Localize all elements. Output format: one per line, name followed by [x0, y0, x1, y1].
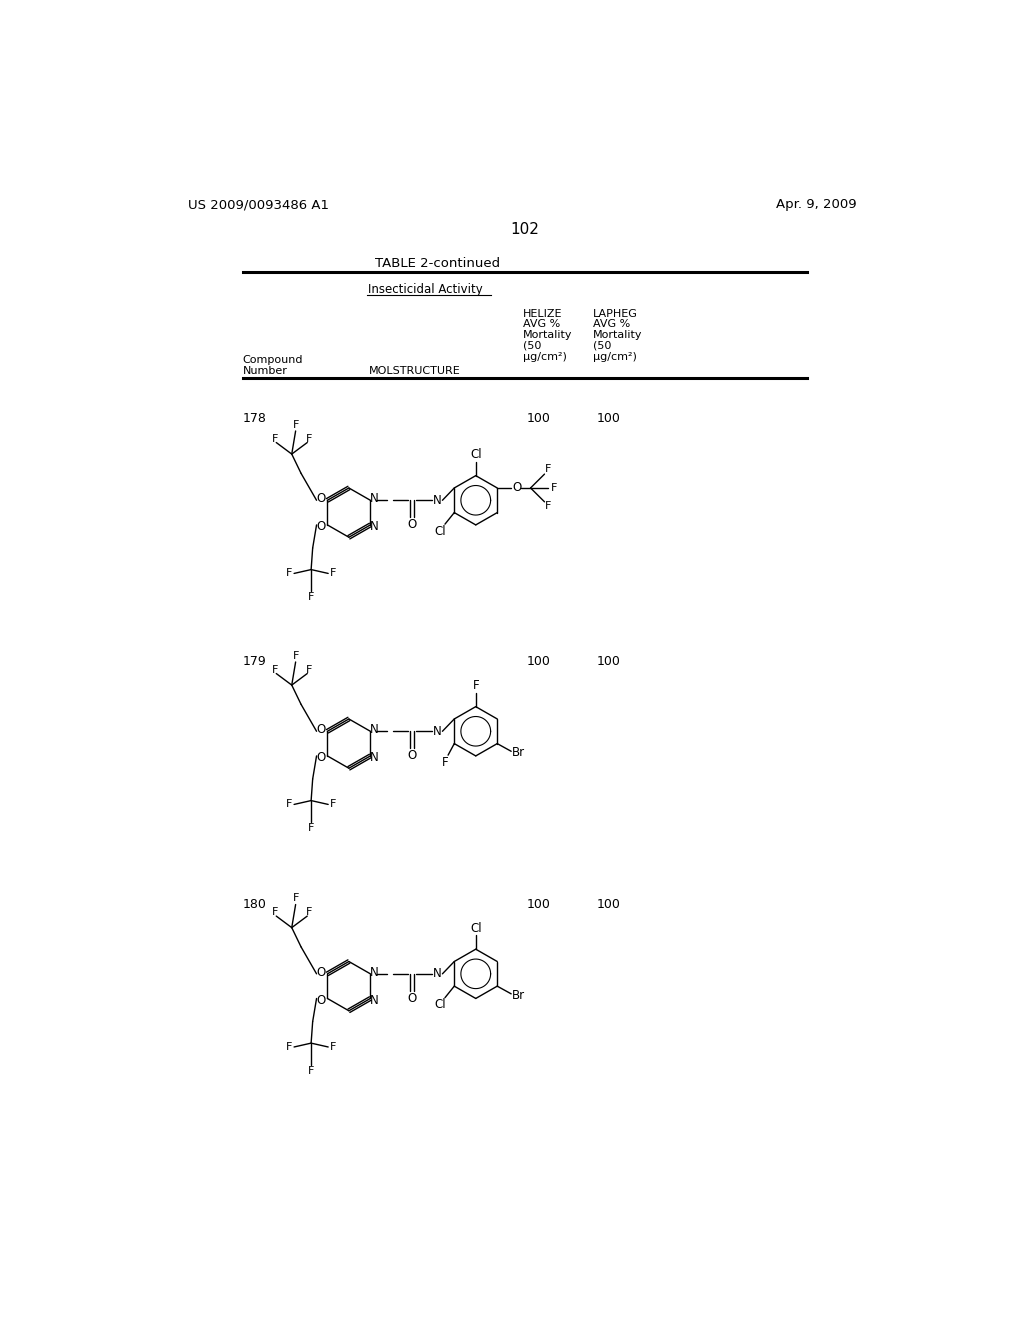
Text: F: F [551, 483, 557, 492]
Text: F: F [308, 1065, 314, 1076]
Text: N: N [432, 968, 441, 981]
Text: F: F [271, 907, 278, 917]
Text: F: F [287, 1041, 293, 1052]
Text: F: F [271, 434, 278, 444]
Text: AVG %: AVG % [523, 319, 560, 329]
Text: N: N [370, 994, 379, 1007]
Text: 102: 102 [510, 222, 540, 236]
Text: 100: 100 [597, 655, 621, 668]
Text: Cl: Cl [470, 921, 481, 935]
Text: (50: (50 [593, 341, 611, 351]
Text: 100: 100 [527, 898, 551, 911]
Text: O: O [316, 723, 326, 737]
Text: F: F [271, 665, 278, 675]
Text: O: O [316, 751, 326, 764]
Text: F: F [545, 502, 552, 511]
Text: O: O [316, 492, 326, 506]
Text: F: F [330, 800, 336, 809]
Text: Cl: Cl [434, 998, 446, 1011]
Text: AVG %: AVG % [593, 319, 630, 329]
Text: Mortality: Mortality [523, 330, 572, 341]
Text: F: F [293, 420, 299, 430]
Text: Mortality: Mortality [593, 330, 642, 341]
Text: F: F [330, 569, 336, 578]
Text: 100: 100 [597, 898, 621, 911]
Text: O: O [408, 991, 417, 1005]
Text: 180: 180 [243, 898, 266, 911]
Text: μg/cm²): μg/cm²) [523, 351, 567, 362]
Text: F: F [305, 665, 312, 675]
Text: F: F [305, 434, 312, 444]
Text: N: N [432, 725, 441, 738]
Text: F: F [330, 1041, 336, 1052]
Text: F: F [472, 680, 479, 693]
Text: O: O [316, 520, 326, 533]
Text: Br: Br [512, 746, 525, 759]
Text: O: O [512, 482, 521, 495]
Text: F: F [305, 907, 312, 917]
Text: Br: Br [512, 989, 525, 1002]
Text: TABLE 2-continued: TABLE 2-continued [376, 257, 501, 271]
Text: Insecticidal Activity: Insecticidal Activity [369, 284, 483, 296]
Text: N: N [370, 966, 379, 979]
Text: N: N [370, 520, 379, 533]
Text: F: F [441, 755, 449, 768]
Text: Cl: Cl [470, 449, 481, 462]
Text: US 2009/0093486 A1: US 2009/0093486 A1 [188, 198, 330, 211]
Text: F: F [287, 800, 293, 809]
Text: O: O [408, 519, 417, 532]
Text: HELIZE: HELIZE [523, 309, 563, 318]
Text: 100: 100 [597, 412, 621, 425]
Text: Number: Number [243, 366, 288, 375]
Text: N: N [370, 492, 379, 506]
Text: Cl: Cl [434, 524, 446, 537]
Text: F: F [545, 465, 552, 474]
Text: N: N [432, 494, 441, 507]
Text: F: F [308, 593, 314, 602]
Text: LAPHEG: LAPHEG [593, 309, 638, 318]
Text: F: F [293, 894, 299, 903]
Text: 100: 100 [527, 655, 551, 668]
Text: 178: 178 [243, 412, 266, 425]
Text: MOLSTRUCTURE: MOLSTRUCTURE [369, 366, 461, 375]
Text: O: O [408, 750, 417, 763]
Text: N: N [370, 723, 379, 737]
Text: N: N [370, 751, 379, 764]
Text: F: F [308, 824, 314, 833]
Text: Compound: Compound [243, 355, 303, 364]
Text: F: F [293, 651, 299, 661]
Text: 100: 100 [527, 412, 551, 425]
Text: (50: (50 [523, 341, 542, 351]
Text: Apr. 9, 2009: Apr. 9, 2009 [776, 198, 856, 211]
Text: 179: 179 [243, 655, 266, 668]
Text: μg/cm²): μg/cm²) [593, 351, 637, 362]
Text: O: O [316, 966, 326, 979]
Text: O: O [316, 994, 326, 1007]
Text: F: F [287, 569, 293, 578]
